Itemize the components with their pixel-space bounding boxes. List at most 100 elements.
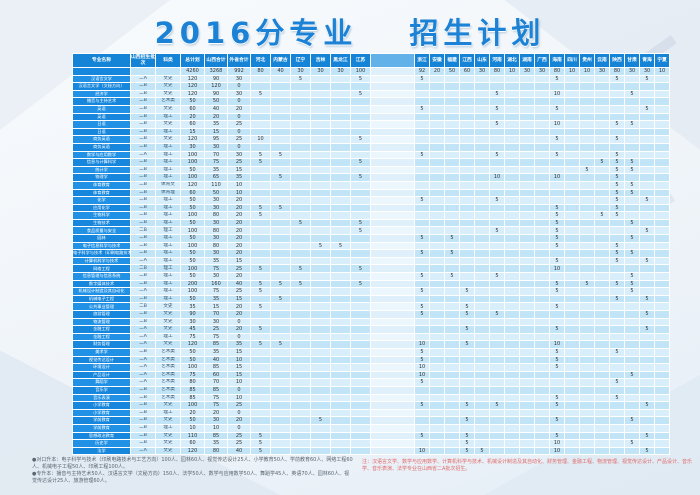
province-plan-cell — [310, 385, 331, 395]
province-plan-cell — [654, 165, 670, 175]
major-name-cell: 思想政治教育 — [72, 431, 131, 441]
province-plan-cell — [609, 332, 625, 342]
province-plan-cell — [654, 325, 670, 334]
table-row: 体育教育 二B 体育文 120 110 10 5 5 — [72, 180, 670, 190]
province-plan-cell — [534, 211, 550, 220]
table-row: 生物科学 二B 理工 100 80 20 5 5 5 5 — [72, 211, 670, 220]
province-plan-cell — [489, 234, 505, 243]
province-plan-cell — [474, 370, 490, 380]
spacer-cell — [370, 385, 415, 395]
province-plan-cell — [330, 165, 351, 175]
province-plan-cell — [489, 340, 505, 349]
province-plan-cell — [534, 173, 550, 182]
province-plan-cell — [594, 264, 610, 274]
province-plan-cell — [250, 416, 271, 425]
province-plan-cell — [350, 355, 371, 365]
province-plan-cell — [474, 431, 490, 441]
province-plan-cell — [519, 416, 535, 425]
shanxi-total-cell: 30 — [204, 416, 228, 425]
province-plan-cell — [290, 294, 311, 304]
province-plan-cell — [504, 401, 520, 410]
spacer-cell — [370, 310, 415, 319]
shanxi-total-cell: 70 — [204, 378, 228, 387]
province-plan-cell — [429, 97, 445, 106]
province-plan-cell — [534, 256, 550, 266]
province-plan-cell — [270, 196, 291, 205]
province-plan-cell — [609, 370, 625, 380]
province-plan-cell — [504, 363, 520, 372]
province-plan-cell — [489, 188, 505, 198]
province-plan-cell: 5 — [459, 325, 475, 334]
province-plan-cell — [579, 249, 595, 258]
province-plan-cell — [474, 142, 490, 152]
category-cell: 艺术类 — [155, 97, 181, 106]
province-plan-cell — [429, 211, 445, 220]
province-plan-cell — [519, 385, 535, 395]
shanxi-total-cell: 50 — [204, 97, 228, 106]
province-plan-cell — [609, 302, 625, 311]
other-total-cell: 20 — [227, 218, 251, 228]
shanxi-total-cell: 15 — [204, 302, 228, 311]
province-plan-cell — [474, 355, 490, 365]
province-plan-cell — [310, 173, 331, 182]
province-plan-cell — [444, 294, 460, 304]
province-plan-cell — [654, 279, 670, 289]
major-name-cell: 园林 — [72, 234, 131, 243]
province-plan-cell — [654, 180, 670, 190]
province-plan-cell: 5 — [624, 287, 640, 296]
province-plan-cell — [639, 378, 655, 387]
province-plan-cell: 5 — [459, 401, 475, 410]
province-plan-cell — [444, 370, 460, 380]
province-plan-cell — [290, 272, 311, 281]
province-plan-cell — [474, 363, 490, 372]
table-row: 英语 二B 理工 20 20 0 — [72, 112, 670, 122]
province-plan-cell: 5 — [609, 294, 625, 304]
province-plan-cell — [579, 294, 595, 304]
province-plan-cell — [564, 135, 580, 144]
other-total-cell: 25 — [227, 135, 251, 144]
province-plan-cell: 5 — [549, 287, 565, 296]
province-plan-cell — [654, 226, 670, 236]
province-plan-cell — [444, 378, 460, 387]
province-plan-cell: 5 — [414, 431, 430, 441]
province-plan-cell — [504, 89, 520, 99]
other-total-cell: 0 — [227, 332, 251, 342]
province-plan-cell: 5 — [330, 241, 351, 251]
province-plan-cell: 30 — [330, 67, 351, 76]
shanxi-total-cell: 160 — [204, 279, 228, 289]
province-plan-cell — [414, 416, 430, 425]
province-plan-cell — [414, 97, 430, 106]
category-cell: 文史 — [155, 89, 181, 99]
province-plan-cell — [429, 310, 445, 319]
province-plan-cell — [350, 363, 371, 372]
table-row: 公共事业管理 二B 文史 35 15 20 5 5 5 5 — [72, 302, 670, 311]
province-plan-cell — [489, 385, 505, 395]
province-plan-cell — [414, 423, 430, 433]
province-plan-cell: 5 — [250, 264, 271, 274]
province-plan-cell — [474, 423, 490, 433]
province-plan-cell — [549, 378, 565, 387]
province-plan-cell — [290, 158, 311, 167]
province-plan-cell — [579, 226, 595, 236]
province-plan-cell — [429, 104, 445, 114]
province-plan-cell: 5 — [624, 279, 640, 289]
shanxi-total-cell: 80 — [204, 226, 228, 236]
province-plan-cell — [579, 272, 595, 281]
province-plan-cell — [310, 325, 331, 334]
province-plan-cell — [579, 446, 595, 456]
province-plan-cell — [624, 302, 640, 311]
category-cell: 理工 — [155, 165, 181, 175]
major-name-cell: 生物技术 — [72, 218, 131, 228]
province-plan-cell — [310, 135, 331, 144]
province-plan-cell — [414, 439, 430, 448]
province-plan-cell — [474, 211, 490, 220]
province-plan-cell — [609, 340, 625, 349]
total-plan-cell: 50 — [180, 347, 205, 357]
province-plan-cell — [489, 249, 505, 258]
total-plan-cell: 100 — [180, 401, 205, 410]
province-plan-cell — [429, 446, 445, 456]
col-header-province: 甘肃 — [624, 53, 640, 68]
province-plan-cell — [474, 120, 490, 129]
province-plan-cell — [654, 249, 670, 258]
province-plan-cell — [594, 142, 610, 152]
